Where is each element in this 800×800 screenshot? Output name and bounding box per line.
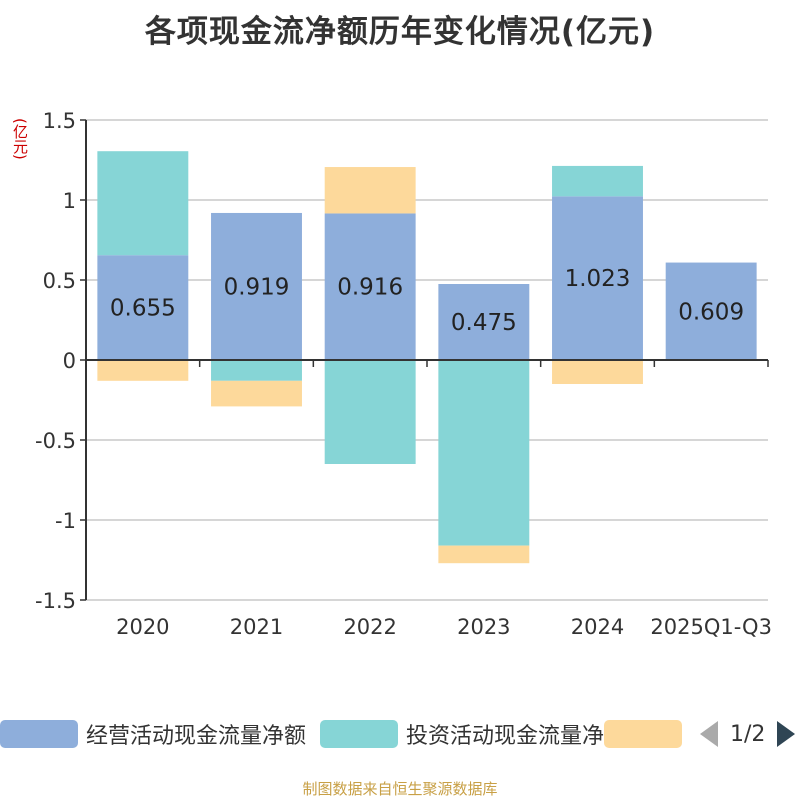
bar-2022-series-2 xyxy=(324,167,416,214)
bar-2024-series-1 xyxy=(552,165,643,197)
legend-prev-arrow-icon[interactable] xyxy=(700,721,718,747)
bar-2022-series-1 xyxy=(324,360,416,464)
y-tick-label: 1 xyxy=(63,189,76,213)
legend-swatch-operating xyxy=(0,720,78,748)
legend-swatch-investing xyxy=(320,720,398,748)
chart-title: 各项现金流净额历年变化情况(亿元) xyxy=(144,14,656,50)
legend-swatch-financing xyxy=(604,720,682,748)
bar-2021-series-0 xyxy=(211,212,302,360)
bar-2022-series-0 xyxy=(324,213,416,360)
x-tick-label: 2025Q1-Q3 xyxy=(650,615,772,639)
x-tick-label: 2022 xyxy=(343,615,396,639)
legend-pager: 1/2 xyxy=(700,716,796,752)
data-label-2025Q1-Q3: 0.609 xyxy=(678,299,744,325)
bar-2020-series-0 xyxy=(97,255,189,360)
y-tick-label: 0 xyxy=(63,349,76,373)
bar-2020-series-1 xyxy=(97,151,189,256)
bar-2024-series-2 xyxy=(552,360,643,384)
data-label-2020: 0.655 xyxy=(110,296,176,322)
legend-next-arrow-icon[interactable] xyxy=(777,721,796,747)
legend-item-operating[interactable]: 经营活动现金流量净额 xyxy=(0,716,306,752)
bar-2024-series-0 xyxy=(552,196,643,360)
legend: 经营活动现金流量净额 投资活动现金流量净额 1/2 xyxy=(0,716,800,752)
bar-2023-series-2 xyxy=(438,545,530,564)
legend-item-financing[interactable] xyxy=(604,716,682,752)
y-tick-label: 0.5 xyxy=(43,269,76,293)
bar-chart: 1.5 1 0.5 0 -0.5 -1 -1.5 0.655 2020 0.919 2021 0.91… xyxy=(35,109,772,639)
bar-2021-series-1 xyxy=(211,360,302,381)
data-label-2023: 0.475 xyxy=(451,310,517,336)
x-tick-label: 2023 xyxy=(457,615,510,639)
y-tick-label: -0.5 xyxy=(35,429,76,453)
bar-2021-series-2 xyxy=(211,380,302,407)
bar-2020-series-2 xyxy=(97,360,189,381)
bar-2023-series-1 xyxy=(438,360,530,546)
data-label-2022: 0.916 xyxy=(337,275,403,301)
legend-item-investing[interactable]: 投资活动现金流量净额 xyxy=(320,716,626,752)
x-tick-label: 2020 xyxy=(116,615,169,639)
y-tick-label: -1 xyxy=(55,509,76,533)
bar-2023-series-0 xyxy=(438,284,530,360)
data-label-2021: 0.919 xyxy=(224,274,290,300)
bar-2025Q1-Q3-series-0 xyxy=(665,262,757,360)
x-tick-label: 2021 xyxy=(230,615,283,639)
y-tick-label: 1.5 xyxy=(43,109,76,133)
x-tick-label: 2024 xyxy=(571,615,624,639)
data-source-note: 制图数据来自恒生聚源数据库 xyxy=(302,780,498,798)
legend-label-investing: 投资活动现金流量净额 xyxy=(406,724,627,749)
y-tick-label: -1.5 xyxy=(35,589,76,613)
legend-page-indicator: 1/2 xyxy=(730,721,766,747)
legend-label-operating: 经营活动现金流量净额 xyxy=(86,724,307,749)
y-axis-unit-label: (亿元) xyxy=(11,118,29,160)
data-label-2024: 1.023 xyxy=(565,266,631,292)
